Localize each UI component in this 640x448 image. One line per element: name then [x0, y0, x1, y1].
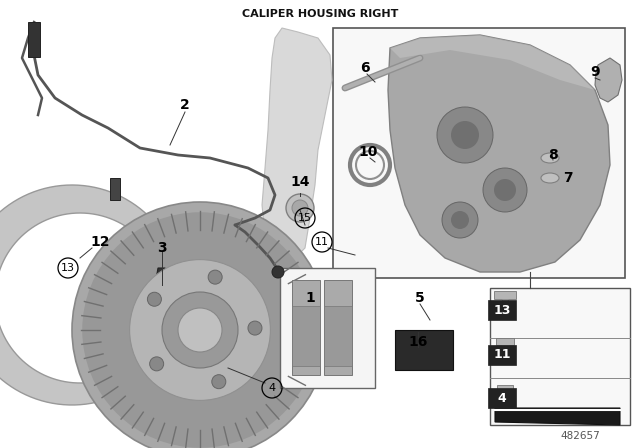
Circle shape: [286, 194, 314, 222]
Polygon shape: [390, 35, 595, 90]
Bar: [502, 345, 508, 353]
Bar: [502, 391, 508, 398]
Ellipse shape: [541, 153, 559, 163]
Polygon shape: [0, 185, 167, 405]
Bar: [292, 280, 320, 375]
Bar: [496, 338, 514, 345]
Text: 8: 8: [548, 148, 558, 162]
Circle shape: [442, 202, 478, 238]
Text: 11: 11: [315, 237, 329, 247]
Circle shape: [72, 202, 328, 448]
Circle shape: [82, 212, 317, 448]
Bar: [324, 306, 352, 366]
Text: 1: 1: [305, 291, 315, 305]
Bar: [324, 280, 352, 375]
Bar: [292, 306, 320, 366]
Text: 9: 9: [590, 65, 600, 79]
Circle shape: [451, 211, 469, 229]
Text: 2: 2: [180, 98, 190, 112]
Text: 5: 5: [415, 291, 425, 305]
Text: 16: 16: [408, 335, 428, 349]
Polygon shape: [495, 408, 620, 425]
Polygon shape: [595, 58, 622, 102]
Circle shape: [129, 259, 270, 401]
Circle shape: [483, 168, 527, 212]
Text: 3: 3: [157, 241, 167, 255]
Polygon shape: [388, 35, 610, 272]
FancyBboxPatch shape: [488, 388, 516, 408]
Bar: [280, 268, 375, 388]
Text: 14: 14: [291, 175, 310, 189]
Text: 13: 13: [493, 303, 511, 316]
Circle shape: [147, 292, 161, 306]
Circle shape: [178, 308, 222, 352]
Circle shape: [292, 200, 308, 216]
Text: 13: 13: [61, 263, 75, 273]
Bar: [395, 330, 453, 370]
FancyBboxPatch shape: [488, 300, 516, 320]
Polygon shape: [155, 268, 172, 298]
Circle shape: [437, 107, 493, 163]
Circle shape: [248, 321, 262, 335]
Text: 4: 4: [268, 383, 276, 393]
Text: 482657: 482657: [560, 431, 600, 441]
Circle shape: [208, 270, 222, 284]
Bar: [333, 28, 625, 278]
Text: 15: 15: [298, 213, 312, 223]
Bar: [490, 288, 630, 425]
Bar: [497, 385, 513, 391]
Bar: [502, 299, 508, 309]
Ellipse shape: [541, 173, 559, 183]
Circle shape: [494, 179, 516, 201]
Polygon shape: [255, 248, 298, 328]
Text: 6: 6: [360, 61, 370, 75]
Text: 12: 12: [90, 235, 109, 249]
Text: 7: 7: [563, 171, 573, 185]
Bar: [110, 178, 120, 200]
Text: 10: 10: [358, 145, 378, 159]
Circle shape: [212, 375, 226, 389]
Text: 4: 4: [498, 392, 506, 405]
Circle shape: [272, 266, 284, 278]
Text: 11: 11: [493, 349, 511, 362]
Circle shape: [162, 292, 238, 368]
Circle shape: [451, 121, 479, 149]
FancyBboxPatch shape: [488, 345, 516, 365]
Bar: [28, 22, 40, 57]
Polygon shape: [262, 28, 332, 262]
Circle shape: [150, 357, 164, 371]
Bar: [494, 291, 516, 299]
Text: CALIPER HOUSING RIGHT: CALIPER HOUSING RIGHT: [242, 9, 398, 19]
